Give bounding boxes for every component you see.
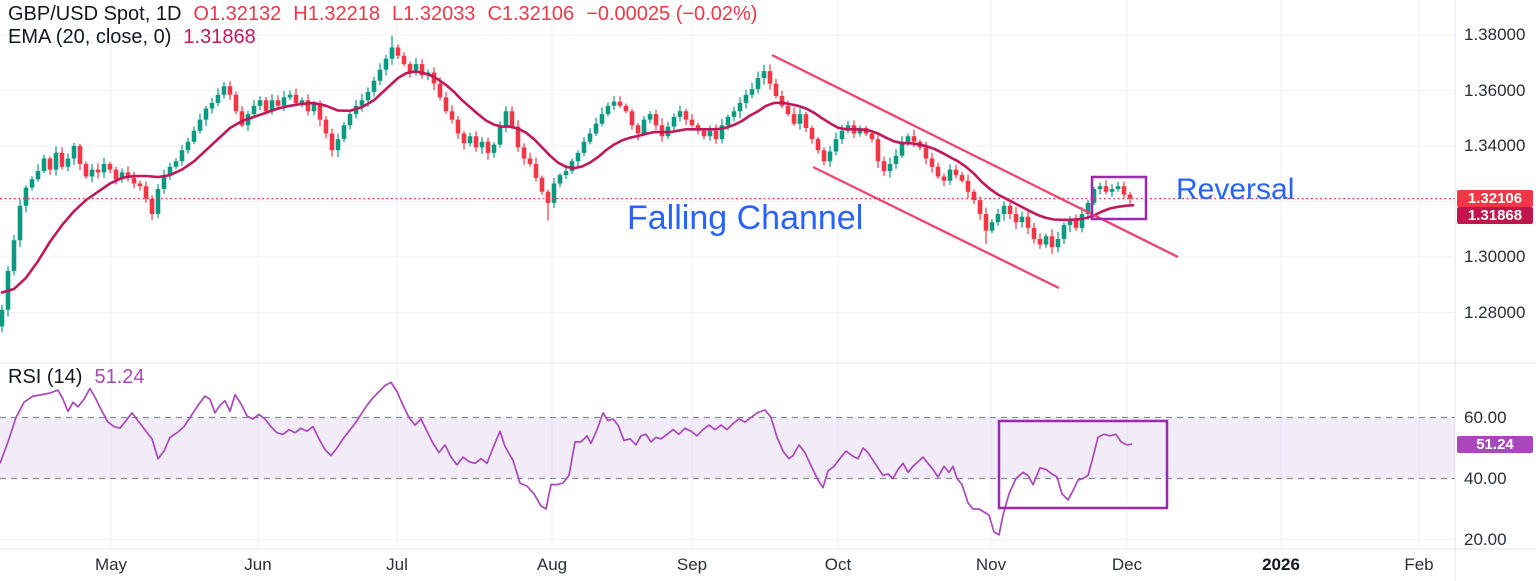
rsi-axis-label: 60.00 bbox=[1464, 407, 1507, 427]
ohlc-low: L1.32033 bbox=[392, 3, 476, 25]
reversal-highlight-box[interactable] bbox=[1090, 175, 1148, 221]
rsi-value-badge: 51.24 bbox=[1457, 435, 1533, 453]
time-axis-label: Sep bbox=[676, 555, 708, 574]
ohlc-open: O1.32132 bbox=[193, 3, 282, 25]
main-legend[interactable]: GBP/USD Spot, 1D O1.32132 H1.32218 L1.32… bbox=[8, 3, 757, 26]
price-axis[interactable]: 1.38000 1.36000 1.34000 1.30000 1.28000 60.00… bbox=[1455, 0, 1536, 581]
reversal-annotation[interactable]: Reversal bbox=[1176, 173, 1295, 206]
change-value: −0.00025 (−0.02%) bbox=[586, 3, 758, 25]
time-axis[interactable]: May Jun Jul Aug Sep Oct Nov Dec 2026 Feb bbox=[0, 549, 1455, 581]
channel-upper-trendline[interactable] bbox=[771, 53, 1179, 259]
time-axis-label: Dec bbox=[1111, 555, 1143, 574]
ema-value-badge: 1.31868 bbox=[1457, 207, 1533, 225]
price-axis-label: 1.30000 bbox=[1464, 247, 1526, 266]
falling-channel-annotation[interactable]: Falling Channel bbox=[627, 199, 864, 237]
time-axis-label: Jul bbox=[386, 555, 408, 574]
price-axis-label: 1.38000 bbox=[1464, 25, 1526, 44]
rsi-highlight-box[interactable] bbox=[997, 419, 1169, 510]
ohlc-high: H1.32218 bbox=[293, 3, 381, 25]
time-axis-label: Feb bbox=[1404, 555, 1434, 574]
rsi-value: 51.24 bbox=[94, 366, 145, 388]
ohlc-close: C1.32106 bbox=[487, 3, 575, 25]
rsi-legend[interactable]: RSI (14) 51.24 bbox=[8, 366, 145, 389]
candle-wicks-down bbox=[49, 44, 1131, 254]
candle-wicks-up bbox=[1, 35, 1119, 333]
time-axis-label: Jun bbox=[244, 555, 272, 574]
price-axis-label: 1.28000 bbox=[1464, 302, 1526, 322]
rsi-axis-label: 20.00 bbox=[1464, 529, 1507, 549]
ema-label: EMA (20, close, 0) bbox=[8, 26, 172, 48]
time-axis-label: Aug bbox=[536, 555, 568, 574]
rsi-axis-label: 40.00 bbox=[1464, 468, 1507, 488]
price-axis-label: 1.34000 bbox=[1464, 136, 1526, 155]
time-axis-label: 2026 bbox=[1262, 555, 1300, 574]
ema-value: 1.31868 bbox=[183, 26, 256, 48]
time-axis-label: May bbox=[94, 555, 128, 574]
price-axis-label: 1.36000 bbox=[1464, 80, 1526, 100]
symbol-title[interactable]: GBP/USD Spot, 1D bbox=[8, 3, 182, 25]
last-price-badge: 1.32106 bbox=[1457, 190, 1533, 208]
time-axis-label: Oct bbox=[824, 555, 852, 574]
rsi-band bbox=[0, 417, 1455, 479]
ema-line bbox=[0, 70, 1135, 294]
ema-legend[interactable]: EMA (20, close, 0) 1.31868 bbox=[8, 26, 256, 49]
rsi-label: RSI (14) bbox=[8, 366, 83, 388]
channel-lower-trendline[interactable] bbox=[812, 165, 1060, 290]
time-axis-label: Nov bbox=[975, 555, 1007, 574]
rsi-line bbox=[0, 381, 1133, 536]
